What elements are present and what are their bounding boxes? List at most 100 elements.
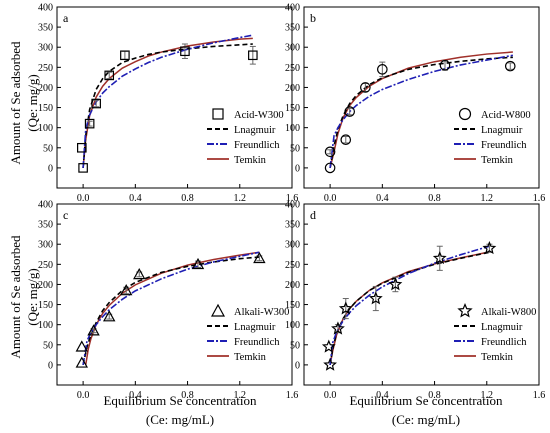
data-point-circle — [504, 60, 516, 72]
legend-label-langmuir: Lnagmuir — [481, 125, 523, 136]
y-tick-label: 250 — [285, 260, 300, 271]
legend-label-freundlich: Freundlich — [234, 140, 280, 151]
legend-label-langmuir: Lnagmuir — [481, 322, 523, 333]
data-point-star — [432, 251, 447, 265]
x-tick-label: 1.2 — [481, 390, 494, 401]
x-tick-label: 0.4 — [129, 390, 142, 401]
y-tick-label: 100 — [285, 123, 300, 134]
panel-label: d — [310, 208, 316, 222]
y-tick-label: 150 — [285, 103, 300, 114]
x-tick-label: 1.6 — [286, 193, 299, 204]
data-point-star — [482, 240, 497, 255]
y-tick-label: 300 — [38, 240, 53, 251]
x-tick-label: 1.6 — [533, 390, 546, 401]
legend: Alkali-W300 Lnagmuir Freundlich Temkin — [207, 303, 289, 363]
y-tick-label: 200 — [285, 83, 300, 94]
y-tick-label: 100 — [38, 123, 53, 134]
plot-frame — [303, 6, 540, 189]
data-point-circle — [360, 82, 371, 93]
x-tick-label: 0.8 — [181, 193, 194, 204]
data-point-triangle — [253, 251, 266, 264]
data-point-square — [77, 142, 87, 153]
data-point-star — [338, 301, 353, 315]
y-tick-label: 0 — [48, 360, 53, 371]
y-tick-label: 50 — [43, 340, 53, 351]
data-point-triangle — [210, 303, 226, 317]
y-tick-label: 200 — [38, 83, 53, 94]
data-point-circle — [439, 60, 451, 71]
data-point-triangle — [191, 257, 205, 270]
y-tick-label: 50 — [290, 340, 300, 351]
legend-label-data: Alkali-W300 — [234, 307, 289, 318]
y-tick-label: 100 — [38, 320, 53, 331]
y-tick-label: 350 — [38, 220, 53, 231]
data-point-star — [331, 321, 345, 335]
x-axis-label-right-line1: Equilibrium Se concentration — [349, 393, 503, 408]
y-tick-label: 300 — [38, 43, 53, 54]
y-tick-label: 350 — [285, 23, 300, 34]
y-axis-label-top-line1: Amount of Se adsorbed — [8, 41, 23, 165]
y-tick-label: 50 — [290, 143, 300, 154]
y-tick-label: 0 — [295, 163, 300, 174]
y-tick-label: 0 — [48, 163, 53, 174]
legend-label-langmuir: Lnagmuir — [234, 322, 276, 333]
x-tick-label: 1.6 — [286, 390, 299, 401]
data-point-star — [457, 302, 473, 318]
legend-label-temkin: Temkin — [481, 352, 514, 363]
freundlich-fit-curve — [329, 54, 514, 168]
freundlich-fit-curve — [82, 34, 253, 168]
legend-label-data: Acid-W800 — [481, 110, 531, 121]
y-tick-label: 250 — [38, 260, 53, 271]
panel-a: 0 50 100 150 200 250 300 350 400 0.0 0.4 0.8 1.2 1.6 a… — [38, 3, 298, 205]
data-point-circle — [377, 64, 388, 75]
y-tick-label: 400 — [285, 3, 300, 14]
panel-label: a — [63, 11, 69, 25]
legend: Alkali-W800 Lnagmuir Freundlich Temkin — [454, 302, 536, 363]
temkin-fit-curve — [329, 251, 490, 366]
langmuir-fit-curve — [329, 251, 490, 366]
data-point-triangle — [103, 310, 116, 322]
data-point-square — [91, 98, 101, 109]
data-point-circle — [324, 146, 336, 158]
x-tick-label: 0.8 — [428, 193, 441, 204]
legend-label-data: Acid-W300 — [234, 110, 284, 121]
x-axis-label-left-line2: (Ce: mg/mL) — [146, 412, 214, 427]
y-tick-label: 50 — [43, 143, 53, 154]
data-point-square — [78, 163, 88, 173]
plot-frame — [56, 6, 293, 189]
legend-label-freundlich: Freundlich — [481, 140, 527, 151]
panel-d: 0 50 100 150 200 250 300 350 400 0.0 0.4 0.8 1.2 1.6 d… — [285, 200, 545, 402]
temkin-fit-curve — [329, 51, 513, 169]
legend-label-temkin: Temkin — [481, 155, 514, 166]
y-tick-label: 400 — [38, 3, 53, 14]
legend-label-temkin: Temkin — [234, 155, 267, 166]
x-tick-label: 0.0 — [77, 193, 90, 204]
data-point-star — [321, 339, 336, 353]
x-tick-label: 0.8 — [181, 390, 194, 401]
x-axis-label-right-line2: (Ce: mg/mL) — [392, 412, 460, 427]
y-tick-label: 300 — [285, 240, 300, 251]
legend-label-langmuir: Lnagmuir — [234, 125, 276, 136]
panel-b: 0 50 100 150 200 250 300 350 400 0.0 0.4 0.8 1.2 1.6 b… — [285, 3, 545, 205]
plot-area — [321, 240, 497, 371]
data-point-circle — [340, 134, 352, 146]
data-point-square — [212, 108, 224, 120]
x-tick-label: 1.2 — [234, 193, 247, 204]
y-tick-label: 200 — [38, 280, 53, 291]
data-point-square — [84, 118, 95, 129]
y-tick-label: 400 — [38, 200, 53, 211]
y-tick-label: 350 — [38, 23, 53, 34]
x-tick-label: 1.2 — [234, 390, 247, 401]
x-axis-label-left-line1: Equilibrium Se concentration — [103, 393, 257, 408]
legend: Acid-W300 Lnagmuir Freundlich Temkin — [207, 108, 284, 166]
y-tick-label: 150 — [38, 300, 53, 311]
legend-label-temkin: Temkin — [234, 352, 267, 363]
data-point-square — [248, 50, 258, 61]
data-point-star — [388, 277, 403, 291]
x-tick-label: 0.4 — [376, 390, 389, 401]
plot-area — [324, 51, 516, 174]
panel-label: b — [310, 11, 316, 25]
data-point-star — [323, 357, 338, 371]
plot-frame — [303, 203, 540, 386]
